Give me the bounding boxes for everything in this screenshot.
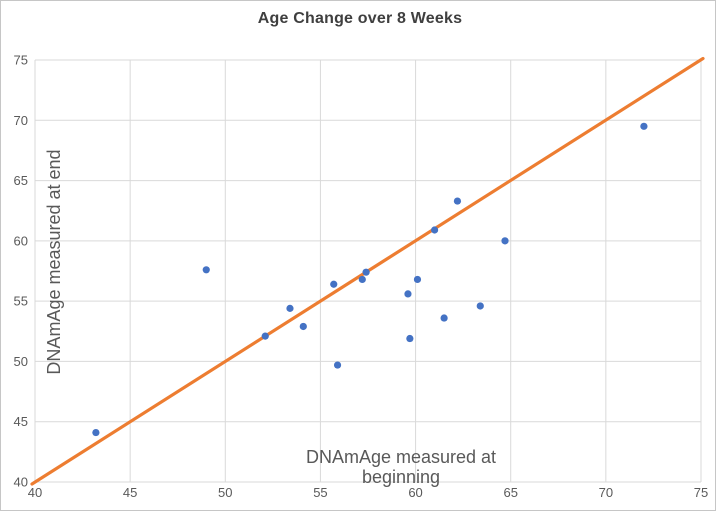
data-point [501, 237, 509, 245]
data-point [330, 280, 338, 288]
y-tick-label: 55 [14, 294, 28, 309]
x-tick-label: 70 [599, 485, 613, 500]
y-tick-label: 40 [14, 475, 28, 490]
data-point [362, 268, 370, 276]
data-point [286, 304, 294, 312]
x-tick-label: 60 [408, 485, 422, 500]
data-point [333, 361, 342, 369]
y-tick-label: 75 [14, 53, 28, 68]
data-point [431, 226, 439, 234]
data-point [476, 302, 484, 310]
y-axis-title: DNAmAge measured at end [44, 149, 64, 375]
data-point [261, 332, 269, 340]
data-point [299, 322, 307, 331]
y-tick-label: 45 [14, 414, 28, 429]
data-point [92, 428, 100, 437]
data-point [413, 275, 422, 284]
data-point [453, 197, 462, 205]
y-tick-label: 70 [14, 113, 28, 128]
data-point [202, 266, 210, 274]
data-point [358, 275, 366, 284]
y-tick-label: 60 [14, 233, 28, 248]
x-tick-label: 50 [218, 485, 232, 500]
x-tick-label: 45 [123, 485, 137, 500]
data-point [440, 314, 448, 322]
x-tick-label: 40 [28, 485, 42, 500]
x-tick-label: 75 [694, 485, 708, 500]
y-tick-label: 50 [14, 354, 28, 369]
x-tick-label: 65 [503, 485, 517, 500]
y-tick-label: 65 [14, 173, 28, 188]
x-tick-label: 55 [313, 485, 327, 500]
data-point [404, 290, 412, 298]
chart-title: Age Change over 8 Weeks [257, 10, 463, 27]
x-axis-title: DNAmAge measured at beginning [305, 447, 497, 487]
data-point [406, 334, 414, 343]
data-point [640, 122, 648, 130]
